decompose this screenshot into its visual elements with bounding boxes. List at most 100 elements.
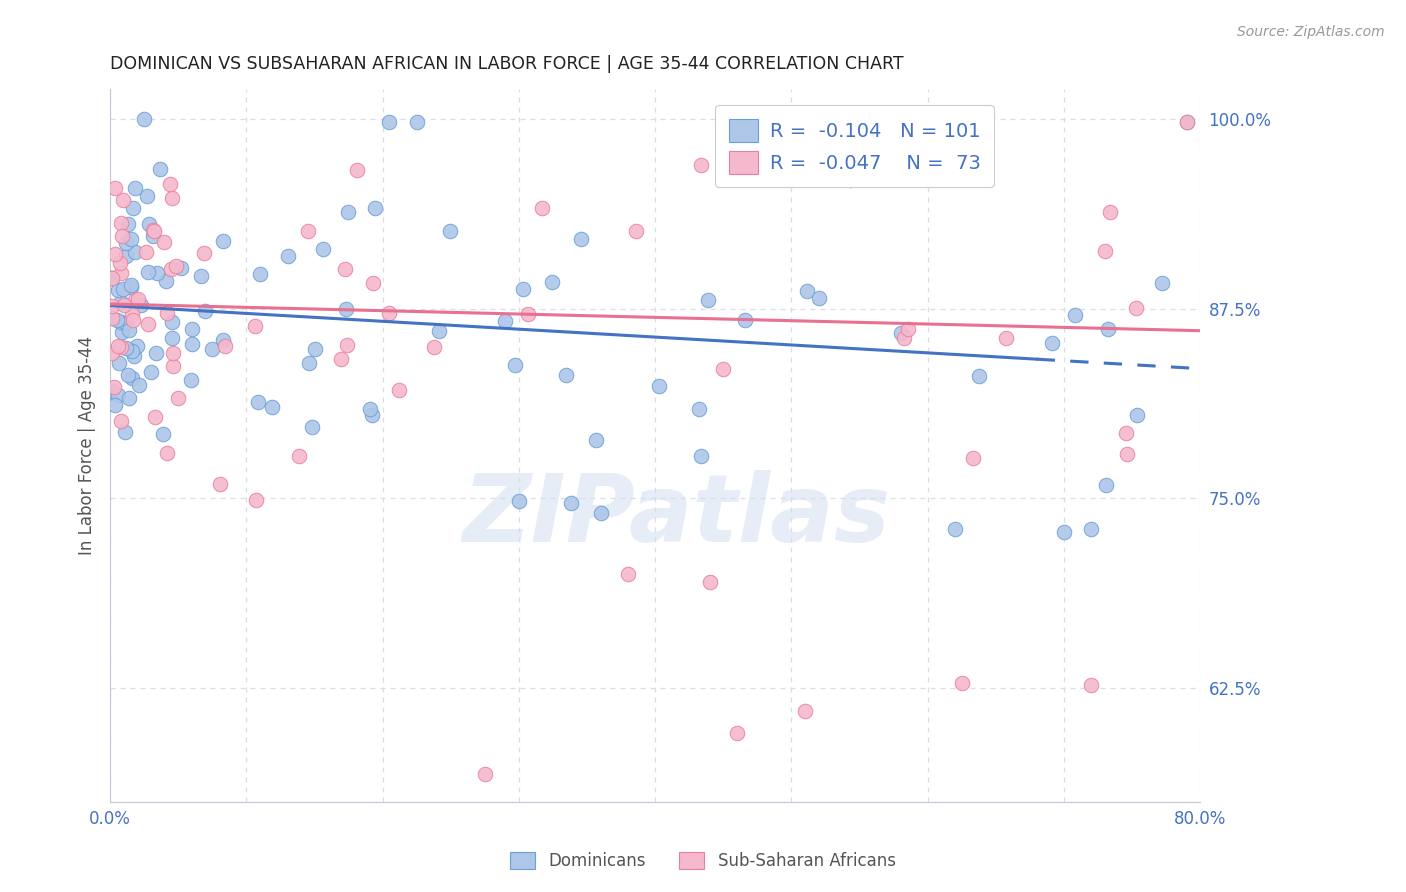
- Point: [110, 340, 132, 354]
- Point: [118, 391, 141, 405]
- Point: [950, 676, 973, 690]
- Point: [112, 298, 135, 312]
- Point: [211, 234, 233, 248]
- Point: [201, 342, 224, 356]
- Point: [120, 278, 142, 293]
- Point: [1080, 522, 1102, 536]
- Point: [114, 425, 136, 440]
- Point: [121, 344, 143, 359]
- Point: [193, 246, 215, 260]
- Point: [152, 235, 174, 249]
- Point: [554, 368, 576, 382]
- Point: [194, 303, 217, 318]
- Point: [121, 371, 143, 385]
- Point: [143, 410, 166, 425]
- Point: [734, 312, 756, 326]
- Point: [304, 343, 326, 357]
- Point: [170, 260, 193, 275]
- Point: [134, 112, 156, 126]
- Point: [361, 408, 384, 422]
- Point: [142, 222, 165, 236]
- Point: [124, 181, 146, 195]
- Point: [794, 704, 817, 718]
- Point: [298, 356, 321, 370]
- Point: [943, 522, 966, 536]
- Point: [105, 313, 128, 327]
- Point: [190, 268, 212, 283]
- Point: [249, 267, 271, 281]
- Point: [160, 315, 183, 329]
- Point: [312, 242, 335, 256]
- Point: [297, 224, 319, 238]
- Point: [127, 339, 149, 353]
- Point: [508, 494, 530, 508]
- Point: [335, 302, 357, 317]
- Point: [388, 384, 411, 398]
- Point: [107, 339, 129, 353]
- Text: Source: ZipAtlas.com: Source: ZipAtlas.com: [1237, 25, 1385, 39]
- Point: [243, 319, 266, 334]
- Point: [689, 158, 711, 172]
- Point: [361, 276, 384, 290]
- Point: [149, 162, 172, 177]
- Point: [136, 265, 159, 279]
- Point: [143, 224, 166, 238]
- Point: [301, 420, 323, 434]
- Point: [363, 201, 385, 215]
- Point: [108, 356, 131, 370]
- Point: [162, 359, 184, 373]
- Point: [624, 224, 647, 238]
- Point: [121, 306, 143, 320]
- Point: [122, 349, 145, 363]
- Point: [101, 384, 124, 399]
- Point: [336, 205, 359, 219]
- Point: [346, 163, 368, 178]
- Point: [180, 373, 202, 387]
- Point: [247, 395, 270, 409]
- Point: [103, 380, 125, 394]
- Point: [699, 574, 721, 589]
- Point: [100, 346, 122, 360]
- Point: [378, 306, 401, 320]
- Point: [897, 322, 920, 336]
- Point: [517, 307, 540, 321]
- Point: [107, 387, 129, 401]
- Point: [111, 325, 134, 339]
- Point: [108, 255, 131, 269]
- Point: [359, 401, 381, 416]
- Point: [111, 194, 134, 208]
- Point: [262, 400, 284, 414]
- Point: [711, 157, 734, 171]
- Point: [211, 333, 233, 347]
- Point: [152, 427, 174, 442]
- Point: [541, 275, 564, 289]
- Point: [378, 115, 401, 129]
- Text: DOMINICAN VS SUBSAHARAN AFRICAN IN LABOR FORCE | AGE 35-44 CORRELATION CHART: DOMINICAN VS SUBSAHARAN AFRICAN IN LABOR…: [110, 55, 904, 73]
- Point: [1053, 524, 1076, 539]
- Point: [647, 379, 669, 393]
- Point: [725, 726, 748, 740]
- Point: [124, 244, 146, 259]
- Point: [124, 293, 146, 307]
- Point: [474, 767, 496, 781]
- Point: [155, 274, 177, 288]
- Point: [180, 322, 202, 336]
- Point: [569, 232, 592, 246]
- Point: [688, 401, 710, 416]
- Point: [160, 261, 183, 276]
- Point: [512, 282, 534, 296]
- Point: [110, 266, 132, 280]
- Point: [135, 189, 157, 203]
- Point: [111, 282, 134, 296]
- Point: [711, 362, 734, 376]
- Point: [128, 377, 150, 392]
- Point: [405, 115, 427, 129]
- Point: [131, 298, 153, 312]
- Point: [110, 414, 132, 428]
- Point: [136, 317, 159, 331]
- Point: [494, 314, 516, 328]
- Point: [329, 351, 352, 366]
- Point: [159, 177, 181, 191]
- Point: [118, 323, 141, 337]
- Point: [110, 294, 132, 309]
